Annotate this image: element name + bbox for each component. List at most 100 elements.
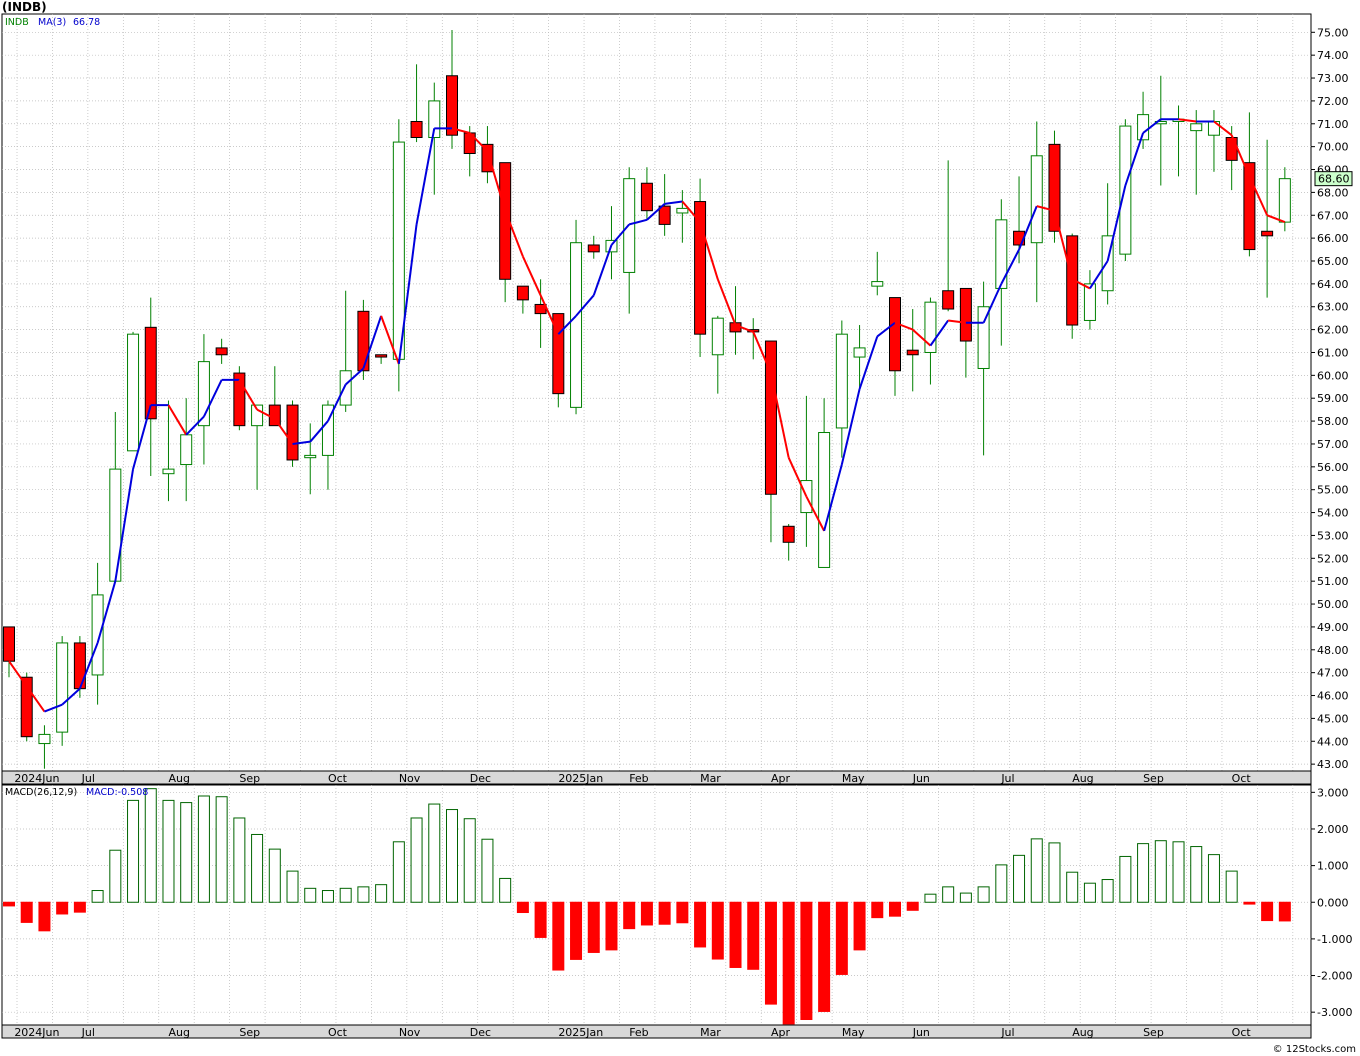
macd-x-label: Jun (912, 1026, 930, 1039)
candle-body-up (1137, 114, 1150, 141)
candle-body-up (180, 434, 193, 466)
price-x-label: May (842, 772, 865, 785)
macd-bar-positive (180, 802, 193, 903)
macd-tick-label: 2.000 (1317, 823, 1349, 836)
price-x-label: Aug (1072, 772, 1093, 785)
candle-body-down (552, 313, 565, 395)
price-legend: INDB MA(3) 66.78 (5, 17, 100, 28)
macd-bar-negative (73, 901, 86, 913)
price-tick-label: 57.00 (1317, 438, 1349, 451)
macd-bar-positive (1225, 870, 1238, 903)
ma3-segment (1266, 214, 1286, 224)
macd-tick-label: -3.000 (1317, 1006, 1352, 1019)
candle-body-down (640, 182, 653, 212)
candle-body-down (233, 372, 246, 427)
candle-body-up (818, 432, 831, 568)
price-x-label: 2025Jan (558, 772, 603, 785)
price-tick-label: 58.00 (1317, 415, 1349, 428)
price-x-axis-band (1, 770, 1312, 785)
macd-x-label: Apr (771, 1026, 791, 1039)
last-price-label: 68.60 (1318, 173, 1350, 186)
candle-body-down (144, 326, 157, 420)
ma3-segment (309, 420, 329, 443)
candle-body-up (321, 404, 334, 456)
price-x-label: Apr (771, 772, 791, 785)
macd-x-label: Oct (1232, 1026, 1252, 1039)
price-tick-label: 44.00 (1317, 735, 1349, 748)
candlestick-series (3, 30, 1291, 769)
last-price-tag: 68.60 (1314, 171, 1353, 187)
price-grid (2, 14, 1311, 771)
price-tick-label: 61.00 (1317, 346, 1349, 359)
macd-tick-label: 0.000 (1317, 896, 1349, 909)
candle-body-up (304, 454, 317, 459)
macd-x-label: 2025Jan (558, 1026, 603, 1039)
macd-bar-positive (1119, 855, 1132, 903)
macd-x-label: Sep (239, 1026, 260, 1039)
ma3-segment (1089, 260, 1109, 289)
macd-label: MACD(26,12,9) (5, 787, 77, 798)
macd-bar-negative (570, 901, 583, 960)
ma3-segment (238, 379, 258, 411)
macd-bar-positive (1207, 854, 1220, 903)
price-x-axis: 2024Jun Jul Aug Sep Oct Nov Dec 2025Jan Feb Mar Ap… (14, 772, 1251, 785)
price-x-label: Oct (328, 772, 348, 785)
ma3-segment (787, 457, 808, 497)
candle-body-down (499, 162, 512, 280)
macd-x-label: Jul (81, 1026, 95, 1039)
ma3-segment (982, 283, 1003, 324)
macd-bar-negative (1243, 901, 1256, 905)
price-x-label: Jul (81, 772, 95, 785)
ma3-segment (380, 315, 400, 365)
ma3-segment (1036, 205, 1055, 212)
ma3-segment (114, 468, 135, 582)
ma3-segment (894, 321, 914, 331)
macd-bar-negative (906, 901, 919, 911)
macd-bar-positive (91, 890, 104, 903)
ma3-segment (345, 367, 365, 386)
macd-bar-negative (764, 901, 777, 1005)
ma3-segment (912, 328, 932, 347)
macd-bar-positive (1154, 840, 1167, 903)
macd-x-label: Dec (470, 1026, 491, 1039)
macd-bar-positive (251, 833, 264, 903)
macd-bar-positive (392, 841, 405, 903)
legend-ma-value: 66.78 (73, 17, 100, 28)
ma3-segment (716, 278, 737, 326)
ma3-segment (1071, 278, 1091, 290)
macd-bar-positive (233, 817, 246, 903)
candle-body-down (587, 244, 600, 253)
candle-body-up (91, 594, 104, 676)
candle-body-down (446, 75, 458, 136)
price-tick-label: 50.00 (1317, 598, 1349, 611)
ma3-segment (273, 418, 294, 445)
legend-symbol: INDB (5, 17, 29, 28)
macd-bar-positive (162, 799, 175, 903)
ma3-segment (1000, 249, 1020, 285)
price-panel (1, 13, 1312, 772)
ma3-segment (362, 315, 383, 369)
candle-body-down (516, 285, 529, 301)
macd-y-axis: -3.000 -2.000 -1.000 0.000 1.000 2.000 3.000 (1311, 786, 1352, 1019)
candle-body-up (924, 301, 937, 353)
price-tick-label: 62.00 (1317, 324, 1349, 337)
candle-body-up (251, 404, 264, 427)
price-tick-label: 43.00 (1317, 758, 1349, 771)
macd-bar-negative (800, 901, 813, 1021)
ma3-segment (1053, 210, 1074, 280)
macd-tick-label: -2.000 (1317, 970, 1352, 983)
ma3-segment (752, 331, 772, 374)
macd-bar-positive (1083, 882, 1096, 903)
macd-bar-negative (1261, 901, 1274, 922)
ma3-segment (96, 580, 117, 644)
macd-histogram (3, 788, 1291, 1025)
candle-body-down (410, 120, 423, 138)
macd-bar-negative (889, 901, 901, 917)
ma3-segment (167, 404, 188, 436)
price-tick-label: 53.00 (1317, 529, 1349, 542)
macd-bar-negative (729, 901, 742, 968)
ma3-segment (840, 388, 861, 465)
candle-body-up (428, 100, 441, 138)
price-y-axis: 43.00 44.00 45.00 46.00 47.00 48.00 49.00 50.00… (1311, 26, 1349, 771)
price-x-label: Jul (1000, 772, 1014, 785)
